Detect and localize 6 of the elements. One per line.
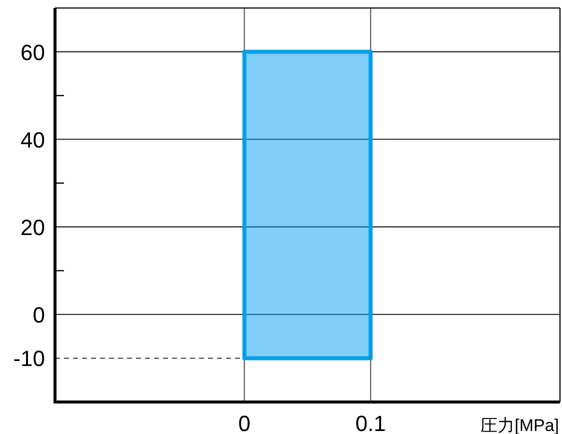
y-tick-label: 20 <box>20 214 45 240</box>
x-tick-label: 0.1 <box>355 411 386 434</box>
y-tick-label: 40 <box>20 127 45 152</box>
y-tick-label: 0 <box>32 302 45 328</box>
y-tick-label: 60 <box>20 40 45 65</box>
ref-line-label: -10 <box>13 346 45 372</box>
